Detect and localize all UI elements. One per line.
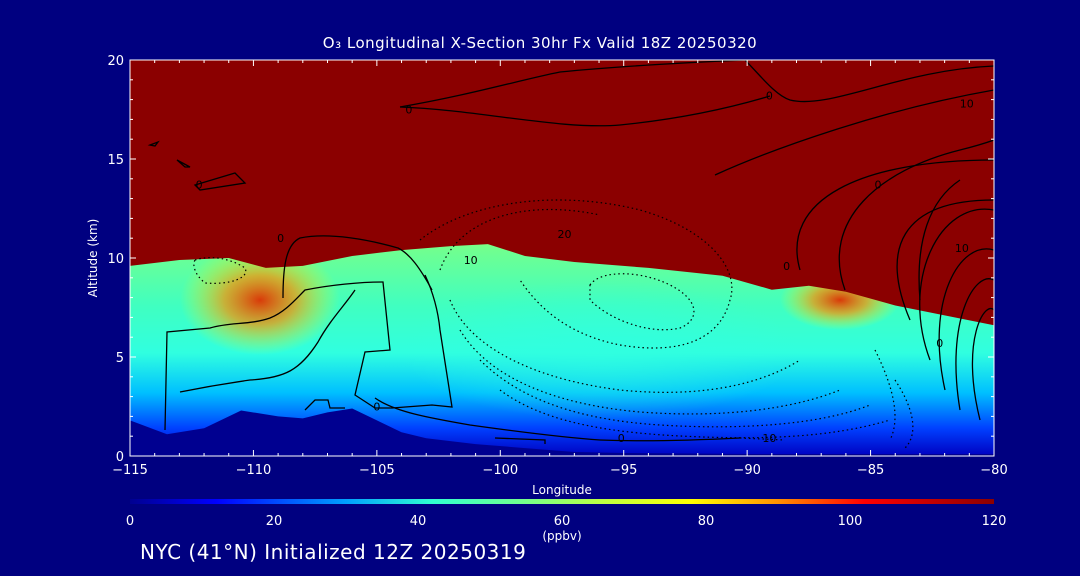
- y-tick-label: 0: [116, 450, 124, 465]
- colorbar-ticks: 0 20 40 60 80 100 120: [126, 514, 1007, 529]
- contour-solid: [164, 274, 453, 431]
- contour-label: 0: [618, 432, 625, 445]
- contour-dotted: [449, 299, 801, 393]
- y-tick-label: 15: [107, 153, 124, 168]
- colorbar-tick-label: 0: [126, 514, 134, 529]
- contour-solid: [494, 437, 546, 444]
- contour-labels: 0 0 10 0 0 0 20 10 0 10 0 0 0 10: [196, 90, 974, 446]
- x-tick-label: −85: [857, 463, 884, 478]
- contour-label: 10: [464, 254, 478, 267]
- ozone-high-region-west: [180, 245, 340, 355]
- contour-label: 0: [936, 337, 943, 350]
- contour-solid: [599, 437, 741, 442]
- x-axis-label: Longitude: [532, 483, 592, 497]
- contour-solid: [179, 289, 356, 393]
- x-tick-label: −80: [980, 463, 1007, 478]
- contour-label: 10: [960, 98, 974, 111]
- contour-lines: [147, 60, 994, 444]
- y-axis-label: Altitude (km): [86, 219, 100, 298]
- contour-solid: [399, 60, 746, 108]
- contour-solid: [374, 397, 601, 441]
- contour-dotted: [589, 273, 695, 331]
- x-tick-label: −115: [112, 463, 148, 478]
- contour-label: 20: [558, 228, 572, 241]
- contour-solid: [796, 159, 994, 271]
- y-tick-label: 20: [107, 54, 124, 69]
- colorbar-tick-label: 100: [838, 514, 863, 529]
- contour-solid: [399, 95, 771, 127]
- contour-solid: [282, 235, 433, 299]
- contour-label: 0: [875, 179, 882, 192]
- chart-title: O₃ Longitudinal X-Section 30hr Fx Valid …: [322, 34, 758, 52]
- contour-solid: [918, 179, 961, 301]
- contour-label: 0: [277, 232, 284, 245]
- contour-solid: [919, 208, 994, 361]
- contour-dotted: [419, 199, 733, 349]
- colorbar: [130, 499, 994, 504]
- contour-label: 0: [783, 260, 790, 273]
- x-tick-label: −100: [482, 463, 518, 478]
- colorbar-unit-label: (ppbv): [542, 529, 581, 543]
- contour-label: 0: [405, 104, 412, 117]
- contour-solid: [896, 199, 994, 321]
- x-tick-label: −95: [610, 463, 637, 478]
- contour-solid: [176, 159, 191, 168]
- colorbar-tick-label: 20: [266, 514, 283, 529]
- contour-solid: [147, 140, 160, 147]
- stratospheric-ozone-region: [130, 60, 994, 326]
- terrain-mask: [130, 408, 994, 456]
- ozone-low-core: [400, 280, 800, 420]
- contour-solid: [938, 248, 994, 391]
- contour-lines-dotted: [193, 199, 914, 449]
- contour-label: 10: [955, 242, 969, 255]
- initialization-caption: NYC (41°N) Initialized 12Z 20250319: [140, 540, 527, 564]
- y-tick-label: 10: [107, 252, 124, 267]
- colorbar-tick-label: 60: [554, 514, 571, 529]
- colorbar-tick-label: 120: [982, 514, 1007, 529]
- colorbar-tick-label: 80: [698, 514, 715, 529]
- contour-dotted: [439, 208, 601, 271]
- y-tick-label: 5: [116, 351, 124, 366]
- x-tick-label: −110: [236, 463, 272, 478]
- contour-label: 0: [373, 401, 380, 414]
- contour-solid: [193, 172, 247, 191]
- y-axis: 0 5 10 15 20: [107, 54, 994, 465]
- colorbar-tick-label: 40: [410, 514, 427, 529]
- contour-solid: [304, 399, 345, 411]
- x-tick-label: −90: [733, 463, 760, 478]
- x-axis: −115 −110 −105 −100 −95 −90 −85 −80: [112, 60, 1008, 478]
- contour-solid: [955, 278, 994, 411]
- contour-dotted: [479, 359, 871, 428]
- contour-solid: [838, 139, 994, 291]
- contour-label: 0: [766, 90, 773, 103]
- contour-dotted: [739, 437, 786, 441]
- contour-dotted: [894, 379, 914, 449]
- contour-solid: [744, 60, 994, 103]
- contour-label: 0: [196, 179, 203, 192]
- contour-solid: [714, 89, 994, 176]
- x-tick-label: −105: [359, 463, 395, 478]
- contour-label: 10: [762, 432, 776, 445]
- contour-solid: [971, 307, 994, 421]
